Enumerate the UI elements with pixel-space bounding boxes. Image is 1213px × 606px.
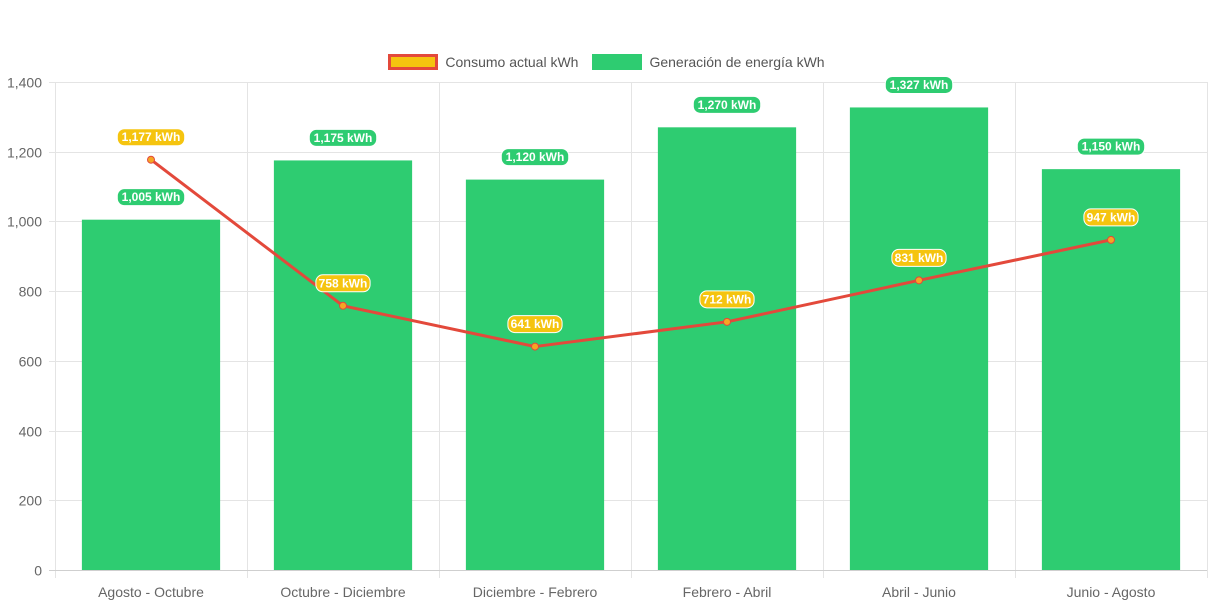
line-data-label: 831 kWh [891, 248, 947, 267]
y-tick-label: 400 [19, 424, 43, 440]
bar-data-label-bg [500, 148, 570, 167]
line-data-label: 641 kWh [507, 315, 563, 334]
line-data-label: 712 kWh [699, 290, 755, 309]
line-data-label: 758 kWh [315, 274, 371, 293]
bar-data-label-text: 1,005 kWh [122, 190, 181, 204]
line-data-label-bg [891, 248, 947, 267]
bar-data-label-text: 1,270 kWh [698, 98, 757, 112]
line-data-label-text: 947 kWh [1087, 210, 1136, 224]
bar-data-label-bg [116, 188, 186, 207]
bar-data-label-bg [884, 75, 954, 94]
bar-data-label: 1,150 kWh [1076, 137, 1146, 156]
line-data-label-text: 1,177 kWh [122, 130, 181, 144]
bar [81, 219, 221, 570]
y-tick-label: 1,400 [7, 75, 42, 91]
line-point [339, 301, 347, 310]
chart-legend: Consumo actual kWh Generación de energía… [0, 50, 1213, 74]
legend-item-consumo[interactable]: Consumo actual kWh [388, 54, 578, 70]
x-tick-label: Octubre - Diciembre [280, 584, 405, 600]
legend-label-consumo: Consumo actual kWh [445, 54, 579, 70]
x-tick-label: Febrero - Abril [683, 584, 772, 600]
line-data-label: 1,177 kWh [116, 128, 186, 147]
y-tick-label: 800 [19, 284, 43, 300]
bar-data-label: 1,270 kWh [692, 95, 762, 114]
line-point [147, 155, 155, 164]
line-point [531, 342, 539, 351]
y-tick-label: 1,200 [7, 145, 42, 161]
line-data-label-bg [1083, 208, 1139, 227]
line-data-label-bg [507, 315, 563, 334]
line-data-label-text: 831 kWh [895, 251, 944, 265]
line-data-label: 947 kWh [1083, 208, 1139, 227]
line-data-label-text: 758 kWh [319, 276, 368, 290]
line-point [1107, 235, 1115, 244]
line-point [915, 276, 923, 285]
line-data-label-bg [699, 290, 755, 309]
bar-data-label: 1,005 kWh [116, 188, 186, 207]
bar-data-label-bg [692, 95, 762, 114]
line-data-label-bg [315, 274, 371, 293]
x-tick-label: Diciembre - Febrero [473, 584, 598, 600]
y-tick-label: 1,000 [7, 214, 42, 230]
line-series-consumo [150, 158, 1112, 349]
bar-data-label: 1,327 kWh [884, 75, 954, 94]
line-data-label-text: 641 kWh [511, 317, 560, 331]
bar-data-label-bg [1076, 137, 1146, 156]
y-tick-label: 600 [19, 354, 43, 370]
bar [849, 107, 989, 571]
bar-data-label: 1,120 kWh [500, 148, 570, 167]
bar [273, 160, 413, 570]
line-data-label-bg [116, 128, 186, 147]
bar-data-label-text: 1,150 kWh [1082, 140, 1141, 154]
bar [465, 179, 605, 570]
x-tick-label: Agosto - Octubre [98, 584, 204, 600]
y-tick-label: 200 [19, 493, 43, 509]
bar-data-label-text: 1,175 kWh [314, 131, 373, 145]
bar [1041, 169, 1181, 570]
x-tick-label: Junio - Agosto [1067, 584, 1156, 600]
bar-data-label-text: 1,327 kWh [890, 78, 949, 92]
legend-swatch-generacion [592, 54, 643, 70]
x-tick-label: Abril - Junio [882, 584, 956, 600]
bar-data-label-text: 1,120 kWh [506, 150, 565, 164]
bar-data-label: 1,175 kWh [308, 128, 378, 147]
line-point [723, 317, 731, 326]
legend-item-generacion[interactable]: Generación de energía kWh [592, 54, 825, 70]
legend-swatch-consumo [388, 54, 439, 70]
line-data-label-text: 712 kWh [703, 292, 752, 306]
bar-data-label-bg [308, 128, 378, 147]
y-tick-label: 0 [34, 563, 42, 579]
legend-label-generacion: Generación de energía kWh [649, 54, 825, 70]
bar [657, 127, 797, 571]
